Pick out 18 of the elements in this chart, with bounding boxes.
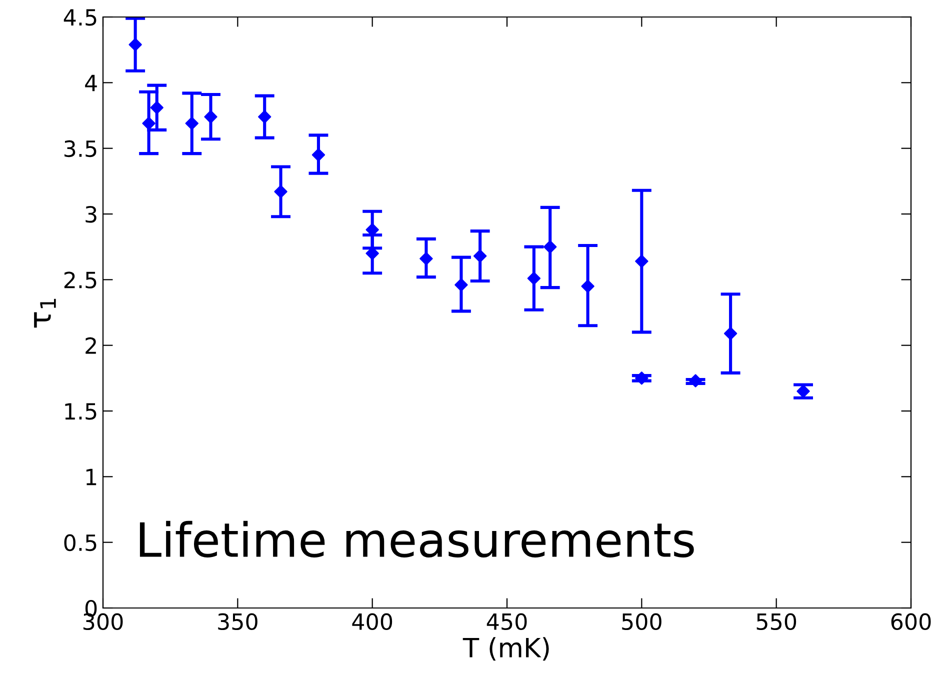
y-tick-label: 4.5 (64, 9, 96, 26)
x-tick-label: 450 (486, 613, 527, 630)
y-tick-label: 3.5 (64, 140, 96, 158)
x-axis-title: T (mK) (462, 637, 549, 661)
x-tick-label: 550 (756, 613, 796, 630)
annotation: Lifetime measurements (140, 520, 694, 558)
y-tick-label: 1 (86, 468, 96, 486)
y-tick-label: 1.5 (65, 403, 96, 420)
y-tick-label: 0.5 (64, 534, 96, 552)
x-tick-label: 350 (218, 613, 258, 630)
y-tick-label: 4 (85, 74, 97, 92)
x-tick-label: 400 (352, 613, 392, 630)
y-tick-label: 3 (86, 206, 96, 223)
y-axis-title: τ$_{1}$ (34, 298, 56, 328)
y-tick-label: 2.5 (64, 272, 96, 288)
x-tick-label: 600 (891, 613, 931, 630)
y-tick-label: 2 (86, 337, 96, 354)
x-tick-label: 500 (622, 613, 662, 630)
